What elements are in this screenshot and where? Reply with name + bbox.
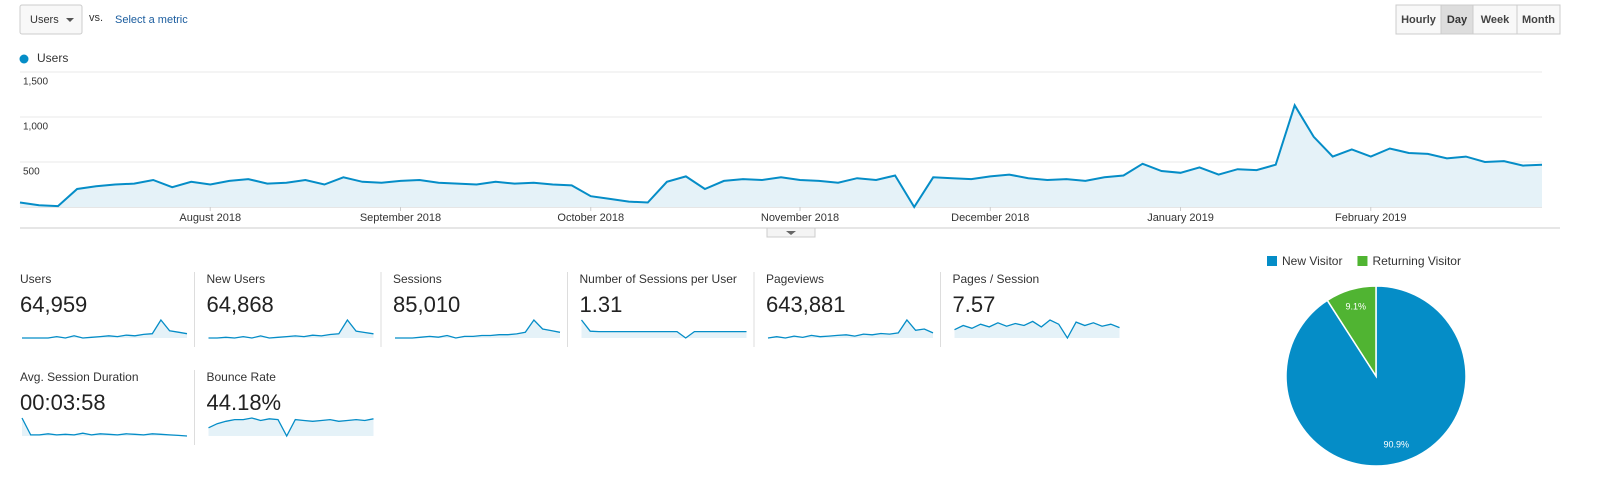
x-tick-label: February 2019 [1335,212,1407,224]
metric-value: 643,881 [766,292,846,317]
granularity-button[interactable] [1516,4,1561,35]
vs-label: vs. [89,12,103,24]
metric-label: Bounce Rate [207,370,277,384]
metric-dropdown-label[interactable]: Users [30,14,59,26]
sparkline [21,417,188,437]
granularity-button-label[interactable]: Month [1522,14,1555,26]
sparkline [580,319,747,339]
y-tick-label: 1,500 [23,77,48,88]
legend-label: Users [37,51,68,65]
y-tick-label: 1,000 [23,122,48,133]
sparkline-area [768,320,933,338]
granularity-button[interactable] [1440,4,1474,35]
metric-label: Number of Sessions per User [580,272,737,286]
pie-legend-swatch [1267,256,1277,266]
pie-legend-label: New Visitor [1282,254,1342,268]
metric-label: New Users [207,272,266,286]
sparkline-area [208,418,374,436]
sparkline [208,318,374,339]
sparkline-area [22,320,187,338]
metric-dropdown[interactable] [19,4,83,35]
metric-value: 64,959 [20,292,87,317]
metric-label: Users [20,272,51,286]
x-tick-label: November 2018 [761,212,839,224]
metric-label: Sessions [393,272,442,286]
x-tick-label: September 2018 [360,212,441,224]
metric-value: 85,010 [393,292,460,317]
sparkline [22,318,188,339]
x-tick-label: December 2018 [951,212,1029,224]
sparkline [954,319,1120,340]
granularity-button-label[interactable]: Week [1481,14,1510,26]
collapse-arrow [786,231,796,235]
sparkline-area [395,320,560,338]
granularity-button-label[interactable]: Hourly [1401,14,1437,26]
x-tick-label: October 2018 [557,212,624,224]
pie-value-label: 9.1% [1345,301,1366,311]
sparkline-area [22,418,187,436]
metric-label: Pages / Session [953,272,1040,286]
metric-value: 7.57 [953,292,996,317]
pie-legend-swatch [1357,256,1368,266]
sparkline-area [581,320,747,338]
sparkline-area [208,320,374,338]
metric-value: 1.31 [580,292,623,317]
legend-dot [19,54,29,64]
metric-label: Avg. Session Duration [20,370,139,384]
line-area [20,105,1542,207]
pie-value-label: 90.9% [1384,439,1410,449]
pie-slice [1326,285,1377,379]
line [19,102,1543,209]
pie-legend-label: Returning Visitor [1372,254,1461,268]
sparkline [395,318,561,339]
x-tick-label: August 2018 [179,212,241,224]
granularity-button-label[interactable]: Day [1447,14,1468,26]
select-metric-link[interactable]: Select a metric [115,14,188,26]
sparkline [767,318,934,339]
dropdown-arrow [66,18,74,22]
metric-label: Pageviews [766,272,824,286]
metric-value: 64,868 [207,292,274,317]
y-tick-label: 500 [23,167,40,178]
x-tick-label: January 2019 [1147,212,1214,224]
metric-value: 00:03:58 [20,390,106,415]
granularity-button[interactable] [1472,4,1518,35]
metric-value: 44.18% [207,390,282,415]
sparkline [208,417,374,438]
